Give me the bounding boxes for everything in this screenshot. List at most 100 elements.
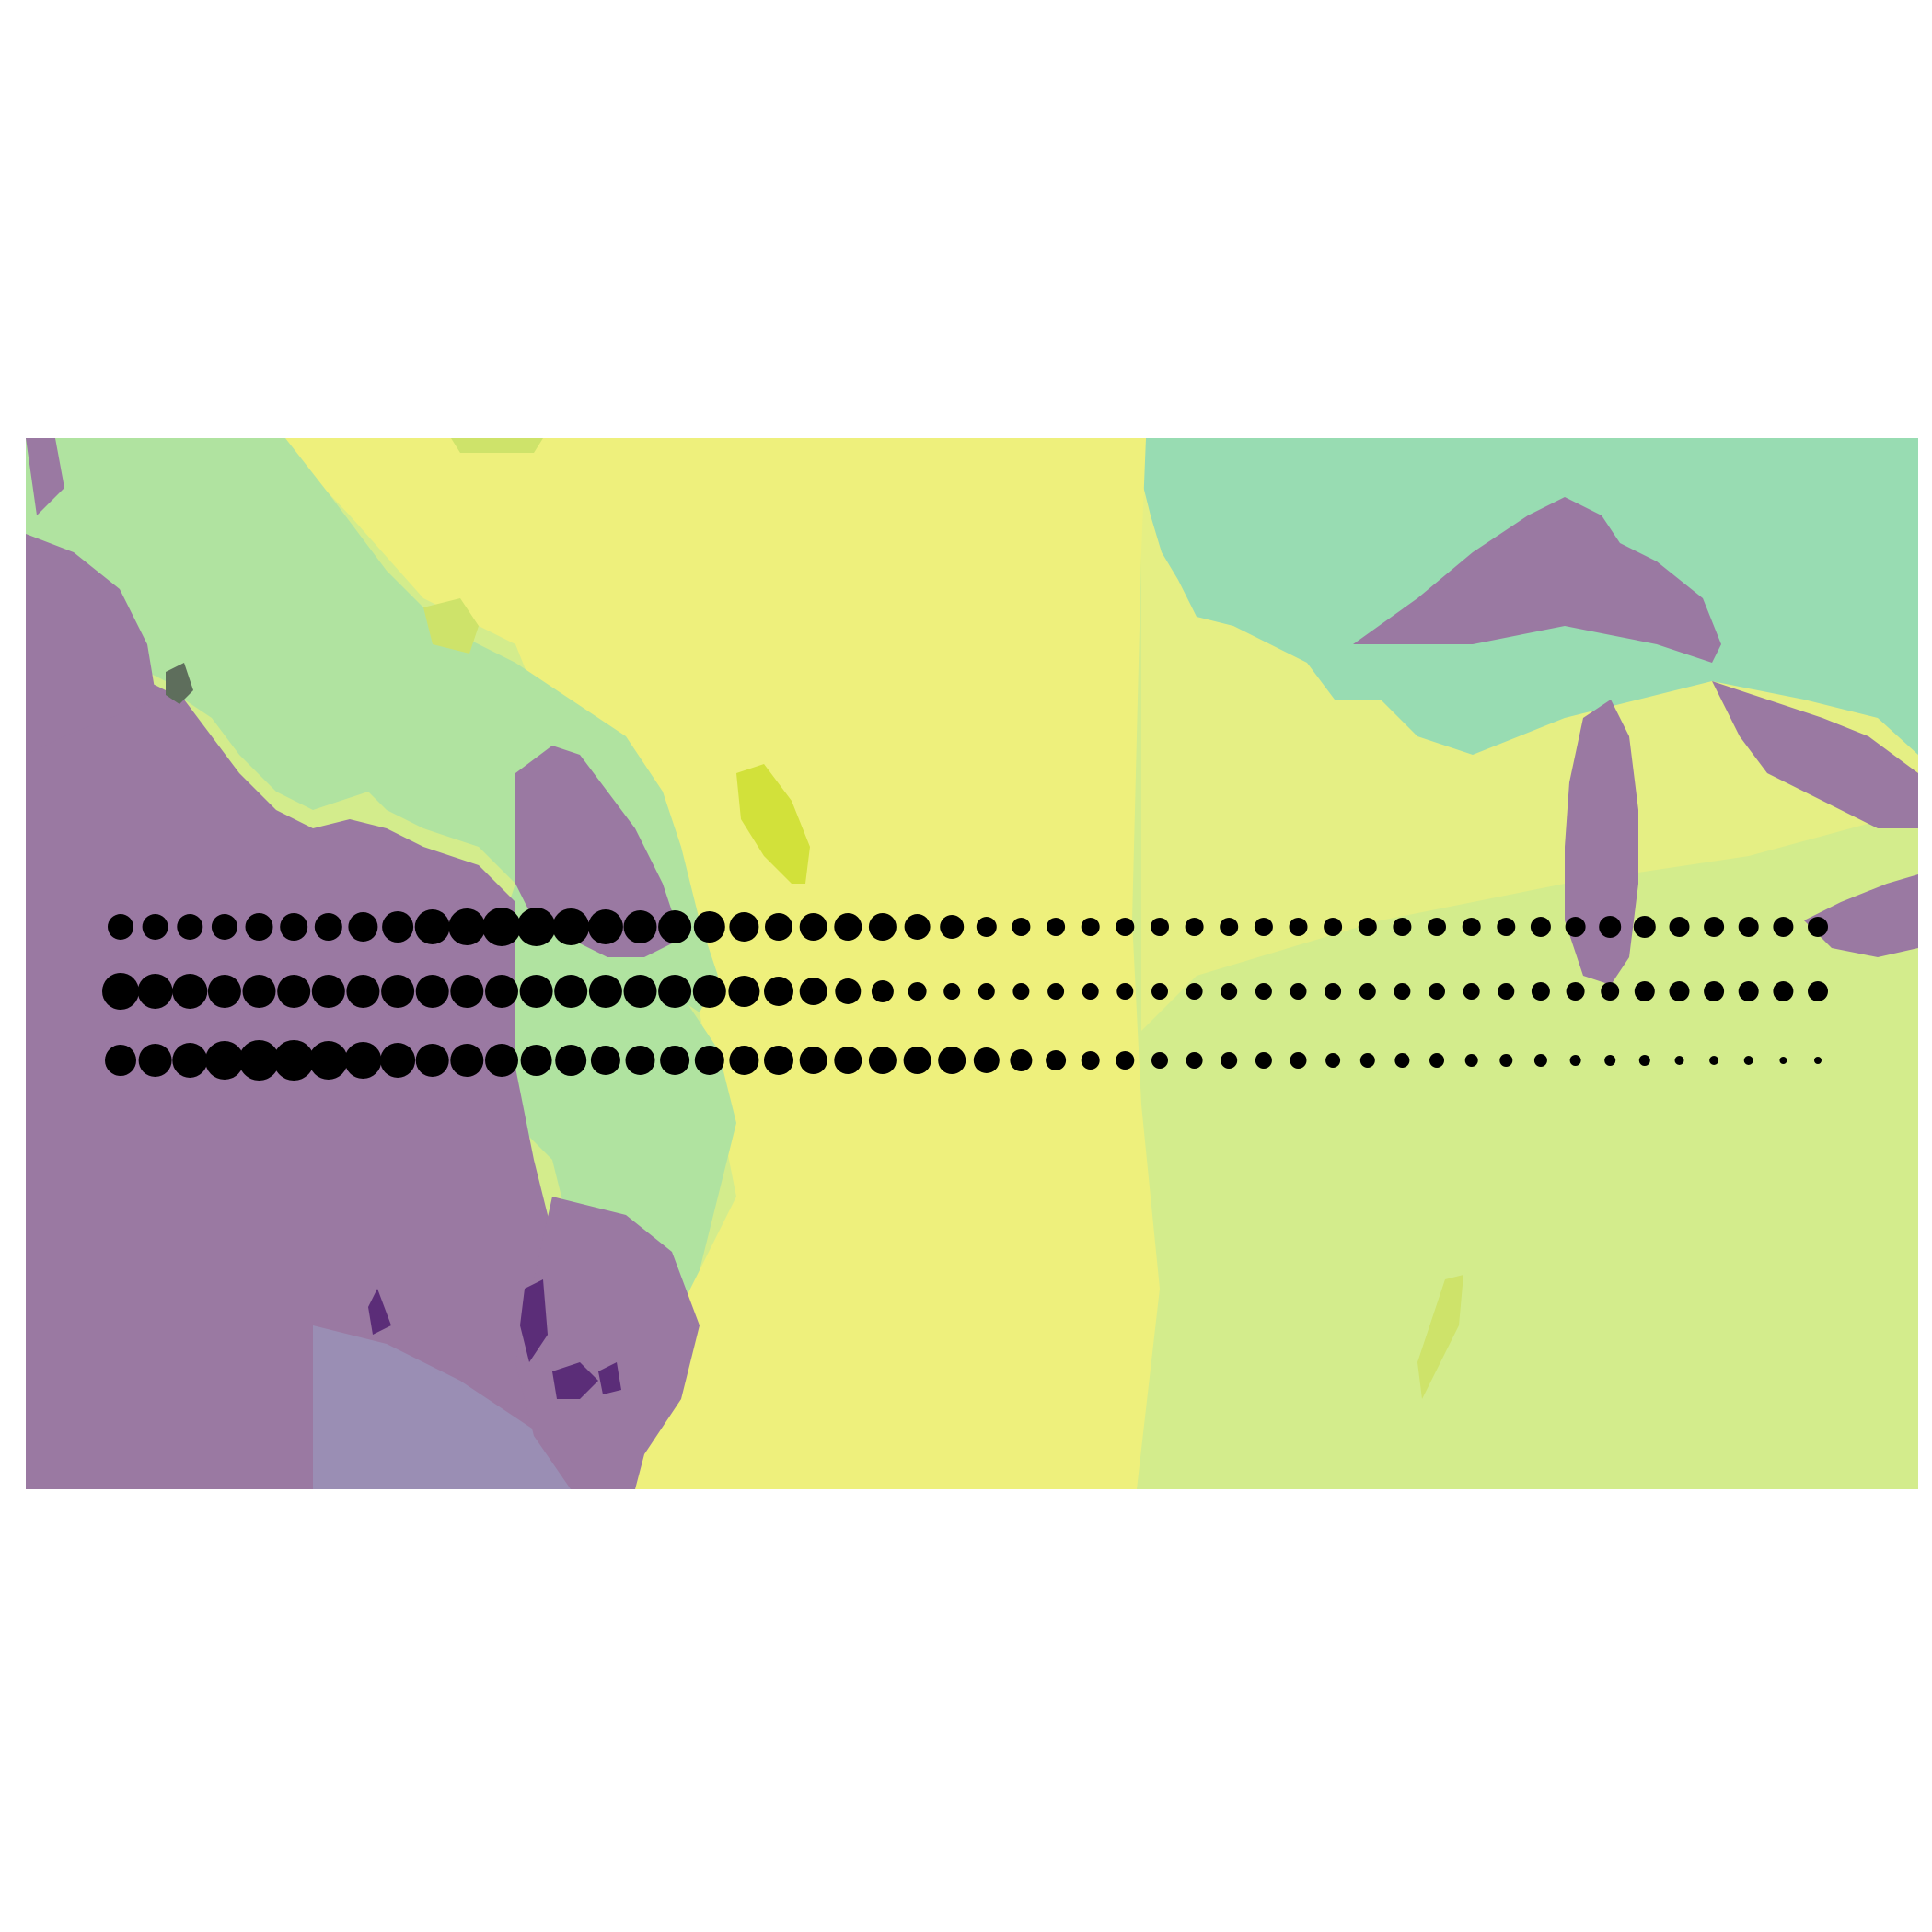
dot-row3-2	[138, 1044, 172, 1077]
dot-row2-32	[1186, 983, 1203, 1000]
dot-row3-32	[1186, 1052, 1203, 1069]
region-lime-patch	[736, 764, 810, 884]
dot-row2-30	[1116, 983, 1134, 1000]
dot-row2-29	[1082, 983, 1099, 1000]
dot-row1-47	[1704, 917, 1725, 937]
dot-row2-3	[172, 974, 208, 1009]
dot-row2-1	[102, 973, 139, 1010]
dot-row3-43	[1569, 1055, 1581, 1066]
dot-row1-21	[799, 913, 827, 941]
dot-row1-20	[765, 913, 792, 941]
dot-layer	[102, 908, 1828, 1081]
dot-row1-2	[142, 914, 168, 940]
dot-row3-27	[1010, 1049, 1033, 1071]
region-west-purple-lobe	[26, 534, 156, 755]
dot-row1-24	[904, 914, 931, 940]
dot-row3-7	[308, 1041, 348, 1080]
dot-row1-11	[448, 908, 486, 945]
dot-row1-10	[414, 909, 450, 944]
region-dark-purple-patch-1	[368, 1289, 391, 1335]
dot-row2-7	[311, 975, 345, 1008]
region-northwest-purple	[26, 438, 64, 515]
dot-row1-4	[211, 914, 237, 940]
dot-row1-26	[976, 917, 997, 937]
dot-row2-36	[1325, 983, 1342, 1000]
dot-row1-43	[1565, 917, 1586, 937]
dot-row1-15	[587, 909, 623, 944]
dot-row1-1	[108, 914, 133, 940]
dot-row1-44	[1599, 916, 1622, 938]
dot-row3-41	[1499, 1054, 1513, 1067]
dot-row2-2	[137, 974, 173, 1009]
lake-michigan	[1565, 700, 1638, 985]
dot-row3-9	[380, 1043, 416, 1078]
dot-row3-49	[1779, 1057, 1787, 1064]
dot-row2-40	[1463, 983, 1480, 1000]
dot-row3-44	[1604, 1055, 1616, 1066]
region-lime-small-top	[451, 438, 543, 453]
dot-row1-28	[1047, 918, 1066, 936]
dot-row2-6	[277, 975, 311, 1008]
dot-row1-22	[834, 913, 862, 941]
dot-row1-30	[1116, 918, 1135, 936]
dot-row3-35	[1290, 1052, 1307, 1069]
dot-row2-24	[908, 982, 927, 1001]
dot-row3-23	[868, 1047, 897, 1074]
dot-row3-36	[1325, 1053, 1341, 1068]
dot-row3-48	[1743, 1056, 1753, 1065]
map-background	[26, 438, 1918, 1489]
region-dark-purple-patch-3	[552, 1362, 598, 1399]
dot-row1-49	[1773, 917, 1794, 937]
dot-row3-50	[1814, 1057, 1822, 1064]
dot-row2-22	[835, 978, 862, 1004]
dot-row2-26	[978, 983, 995, 1000]
dot-row3-40	[1464, 1054, 1478, 1067]
dot-row3-47	[1709, 1056, 1719, 1065]
dot-row2-47	[1704, 981, 1725, 1001]
dot-row2-14	[554, 975, 588, 1008]
lake-erie	[1804, 874, 1918, 957]
dot-row2-38	[1394, 983, 1411, 1000]
region-lime-small-north	[423, 598, 479, 654]
dot-row3-8	[344, 1042, 382, 1079]
lake-huron	[1712, 681, 1918, 828]
dot-row3-17	[660, 1046, 690, 1075]
dot-row3-38	[1394, 1053, 1410, 1068]
dot-row1-3	[177, 914, 203, 940]
dot-row3-5	[238, 1040, 280, 1081]
dot-row2-37	[1359, 983, 1376, 1000]
dot-row3-13	[520, 1045, 552, 1076]
dot-row2-46	[1669, 981, 1690, 1001]
dot-row1-37	[1358, 918, 1377, 936]
dot-row3-31	[1151, 1052, 1168, 1069]
dot-row2-5	[242, 975, 276, 1008]
dot-row2-31	[1151, 983, 1168, 1000]
dot-row3-46	[1674, 1056, 1684, 1065]
dot-row2-15	[588, 975, 622, 1008]
dot-row2-49	[1773, 981, 1794, 1001]
dot-row3-11	[450, 1044, 484, 1077]
region-lime-south-east	[1417, 1275, 1463, 1399]
dot-row2-20	[764, 977, 793, 1006]
dot-row1-5	[245, 913, 273, 941]
dot-row1-27	[1012, 918, 1031, 936]
dot-row2-11	[450, 975, 484, 1008]
dot-row3-26	[973, 1047, 1000, 1073]
dot-row1-35	[1289, 918, 1308, 936]
dot-row3-12	[485, 1044, 518, 1077]
dot-row3-24	[903, 1047, 931, 1074]
dot-row3-39	[1429, 1053, 1444, 1068]
dot-row2-34	[1255, 983, 1272, 1000]
dot-row1-25	[940, 915, 965, 939]
dot-row3-19	[729, 1046, 759, 1075]
region-dark-grey-patch	[166, 663, 193, 704]
dot-row1-13	[516, 908, 556, 946]
dot-row1-48	[1738, 917, 1759, 937]
dot-row3-25	[938, 1047, 966, 1074]
dot-row2-17	[658, 975, 692, 1008]
dot-row3-33	[1221, 1052, 1238, 1069]
dot-row1-18	[693, 911, 725, 943]
dot-row1-46	[1669, 917, 1690, 937]
dot-row3-14	[555, 1045, 587, 1076]
dot-row1-14	[552, 908, 590, 945]
